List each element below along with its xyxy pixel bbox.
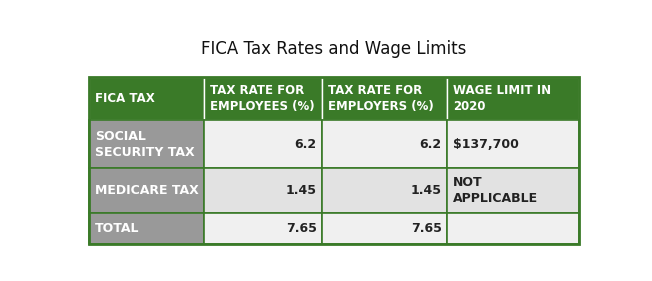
Text: FICA TAX: FICA TAX (95, 92, 155, 105)
Text: TAX RATE FOR
EMPLOYERS (%): TAX RATE FOR EMPLOYERS (%) (328, 84, 434, 113)
Text: SOCIAL
SECURITY TAX: SOCIAL SECURITY TAX (95, 130, 195, 158)
Text: NOT
APPLICABLE: NOT APPLICABLE (453, 176, 538, 205)
Text: MEDICARE TAX: MEDICARE TAX (95, 184, 199, 197)
Text: WAGE LIMIT IN
2020: WAGE LIMIT IN 2020 (453, 84, 551, 113)
Bar (322, 168, 447, 213)
Text: 1.45: 1.45 (286, 184, 317, 197)
Bar (89, 168, 204, 213)
Bar (322, 120, 447, 168)
Text: 7.65: 7.65 (286, 222, 317, 235)
Bar (204, 213, 322, 244)
Bar (89, 213, 204, 244)
Bar (447, 168, 579, 213)
Text: TAX RATE FOR
EMPLOYEES (%): TAX RATE FOR EMPLOYEES (%) (211, 84, 315, 113)
Text: TOTAL: TOTAL (95, 222, 140, 235)
Bar (89, 120, 204, 168)
Bar (447, 120, 579, 168)
Bar (89, 77, 579, 244)
Bar (322, 77, 447, 120)
Bar (204, 77, 322, 120)
Text: 6.2: 6.2 (420, 138, 442, 151)
Bar (447, 213, 579, 244)
Bar (204, 120, 322, 168)
Bar (322, 213, 447, 244)
Bar (204, 168, 322, 213)
Text: 7.65: 7.65 (411, 222, 442, 235)
Bar (447, 77, 579, 120)
Bar (89, 77, 204, 120)
Text: 1.45: 1.45 (411, 184, 442, 197)
Text: 6.2: 6.2 (295, 138, 317, 151)
Text: FICA Tax Rates and Wage Limits: FICA Tax Rates and Wage Limits (201, 40, 467, 58)
Text: $137,700: $137,700 (453, 138, 519, 151)
